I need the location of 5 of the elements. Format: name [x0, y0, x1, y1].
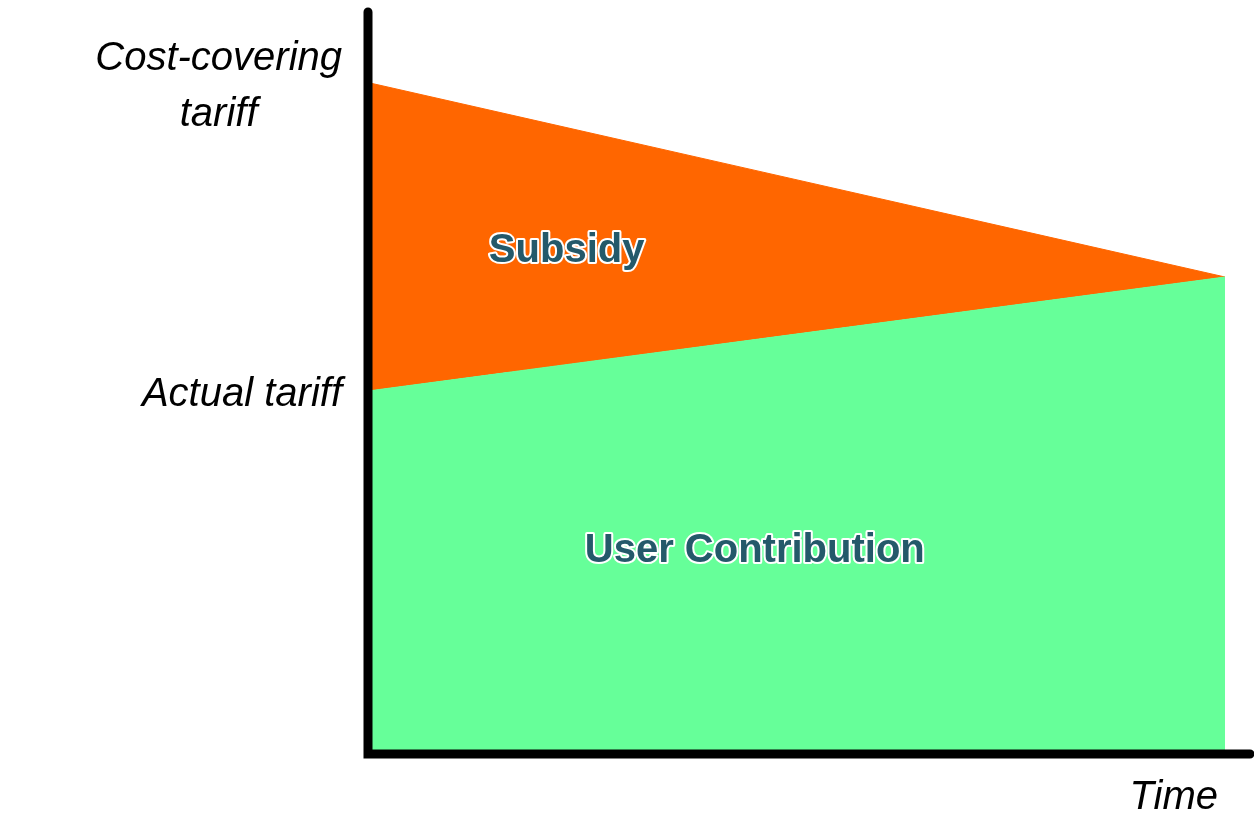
annotation: Cost-covering tariff	[95, 34, 342, 135]
annotation: Actual tariff	[139, 369, 346, 414]
x-axis-title: Time	[1129, 773, 1218, 816]
series-label: Subsidy	[488, 226, 646, 271]
series-label: User Contribution	[584, 525, 925, 570]
